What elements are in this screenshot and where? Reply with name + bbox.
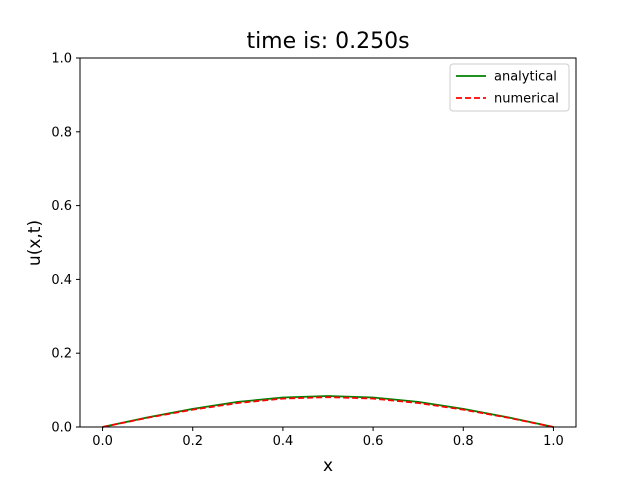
y-tick-label: 1.0 — [51, 52, 72, 67]
y-axis-label: u(x,t) — [25, 220, 45, 266]
legend: analytical numerical — [449, 63, 570, 112]
legend-label-analytical: analytical — [494, 70, 557, 85]
x-tick-label: 0.8 — [453, 434, 474, 449]
y-tick-label: 0.4 — [51, 273, 72, 288]
x-tick-label: 0.2 — [182, 434, 203, 449]
x-tick-label: 0.0 — [92, 434, 113, 449]
legend-label-numerical: numerical — [494, 92, 559, 107]
plot-frame — [79, 57, 577, 428]
x-axis-ticks: 0.0 0.2 0.4 0.6 0.8 1.0 — [92, 427, 564, 449]
x-axis-label: x — [323, 456, 333, 476]
y-tick-label: 0.2 — [51, 347, 72, 362]
y-tick-label: 0.6 — [51, 199, 72, 214]
plot-lines — [102, 395, 554, 428]
chart-title: time is: 0.250s — [246, 29, 409, 54]
y-axis-ticks: 0.0 0.2 0.4 0.6 0.8 1.0 — [51, 52, 80, 436]
y-tick-label: 0.0 — [51, 421, 72, 436]
x-tick-label: 0.4 — [273, 434, 294, 449]
y-tick-label: 0.8 — [51, 125, 72, 140]
x-tick-label: 1.0 — [543, 434, 564, 449]
x-tick-label: 0.6 — [363, 434, 384, 449]
